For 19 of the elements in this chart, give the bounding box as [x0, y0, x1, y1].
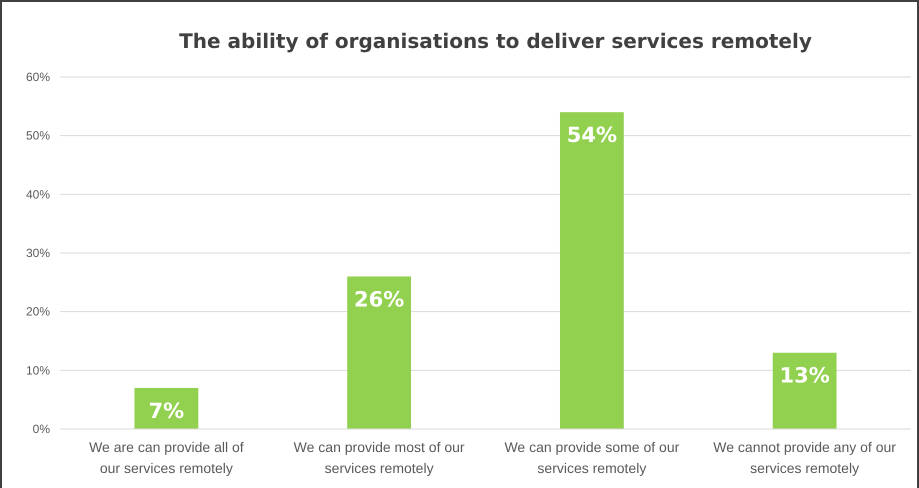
- bar: [772, 352, 837, 429]
- x-tick-label: We can provide some of our services remotely: [504, 439, 680, 476]
- y-tick-label: 0%: [32, 422, 50, 436]
- y-tick-label: 10%: [26, 363, 50, 378]
- y-tick-label: 50%: [26, 128, 50, 143]
- x-tick-label: We cannot provide any of our services remotely: [713, 439, 896, 476]
- y-tick-label: 40%: [26, 187, 50, 202]
- x-tick-label: We can provide most of our services remotely: [294, 439, 465, 476]
- y-tick-label: 20%: [26, 304, 50, 319]
- data-label: 7%: [148, 398, 184, 423]
- data-label: 13%: [779, 364, 830, 388]
- chart-title: The ability of organisations to deliver services remotely: [179, 29, 812, 53]
- data-label: 26%: [354, 287, 404, 312]
- bar: [347, 276, 412, 429]
- y-tick-label: 30%: [26, 246, 50, 260]
- x-tick-label: We are can provide all of our services remotely: [89, 439, 244, 476]
- y-tick-label: 60%: [26, 70, 50, 84]
- bar: [560, 112, 624, 429]
- data-label: 54%: [566, 123, 618, 148]
